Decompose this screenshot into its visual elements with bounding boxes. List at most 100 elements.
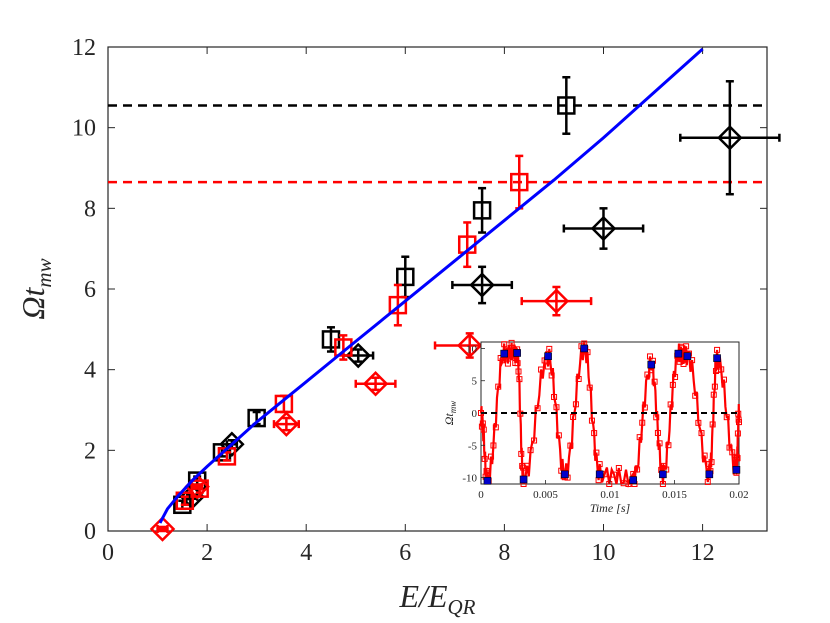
inset-peak-marker [561,470,569,479]
inset-peak-marker [483,476,492,485]
inset-signal-marker [710,391,717,398]
inset-signal-marker [701,452,708,459]
inset-x-tick-label: 0.005 [533,489,558,501]
data-point-square [472,201,492,220]
inset-signal-marker [723,414,730,421]
inset-signal-marker [527,447,534,454]
inset-signal-marker [572,401,579,408]
inset-signal-marker [588,417,595,424]
inset-y-tick-label: -10 [462,473,477,485]
inset-signal-marker [534,405,541,412]
inset-signal-marker [548,372,555,379]
x-tick-label: 12 [691,540,715,566]
inset-signal-marker [683,343,690,350]
inset-x-tick-label: 0.02 [729,489,748,501]
inset-signal-marker [531,437,538,444]
inset-signal-marker [545,363,552,370]
inset-signal-marker [606,481,613,487]
inset-signal-marker [484,470,491,477]
inset-x-tick-label: 0.01 [600,489,619,501]
inset-signal-marker [575,376,582,383]
inset-signal-marker [653,414,660,421]
inset-signal-marker [479,420,486,427]
inset-y-axis-label: Ωtmw [442,401,458,426]
inset-signal-marker [679,345,686,352]
inset-signal-marker [680,360,687,367]
inset-signal-marker [639,419,646,426]
inset-signal-marker [591,430,598,437]
inset-x-tick-label: 0 [478,489,484,501]
inset-signal-marker [490,442,497,449]
data-point-square [396,267,415,287]
inset-y-tick-label: 5 [472,376,478,388]
y-tick-label: 4 [84,358,96,384]
inset-signal-marker [495,383,502,390]
inset-x-axis-label: Time [s] [590,501,631,515]
inset-signal-marker [520,464,527,471]
data-point-diamond [219,431,245,458]
y-tick-label: 2 [84,438,96,464]
inset-signal-marker [665,442,672,449]
inset-peak-marker [500,349,509,358]
inset-signal-marker [481,455,488,462]
inset-signal-marker [500,357,507,364]
y-axis-label-main: Ωt [15,286,51,319]
inset-signal-marker [492,424,499,431]
inset-peak-marker [705,470,714,479]
data-point-diamond [362,371,389,397]
inset-signal-marker [615,465,622,472]
inset-signal-marker [551,393,558,400]
x-tick-label: 10 [591,540,615,566]
y-tick-label: 8 [84,196,96,222]
y-tick-label: 6 [84,277,96,303]
inset-signal-marker [480,426,487,433]
data-point-diamond [456,332,483,359]
x-tick-label: 8 [498,540,510,566]
x-tick-label: 0 [102,540,114,566]
y-axis-label: Ωtmw [15,258,56,319]
inset-peak-marker [519,475,528,484]
inset-signal-marker [711,383,718,390]
inset-signal-marker [501,341,508,348]
data-point-diamond [273,411,300,437]
inset-signal-marker [515,368,522,375]
inset-signal-marker [644,371,651,378]
inset-signal-marker [538,366,545,373]
inset-peak-marker [659,470,667,479]
data-point-square [247,408,266,428]
inset-signal-marker [514,360,521,367]
inset-signal-marker [709,421,716,428]
y-axis-label-sub: mw [32,258,56,287]
data-point-diamond [717,124,743,151]
inset-peak-marker [674,349,683,358]
inset-plot: 0 0.005 0.01 0.015 0.02 -10 -5 0 5 10 Time [s] Ωtmw [442,339,749,515]
inset-signal-marker [570,413,577,420]
inset-signal-marker [698,430,705,437]
data-point-square [175,491,195,510]
inset-y-tick-label: 10 [466,343,478,355]
inset-signal-marker [634,466,641,473]
inset-signal-marker [625,481,632,487]
inset-signal-marker [692,392,699,399]
inset-peak-marker [732,465,741,474]
inset-peak-marker [713,354,721,362]
inset-signal-marker [596,461,603,468]
inset-signal-marker [611,471,618,478]
x-tick-label: 2 [201,540,213,566]
inset-signal-marker [641,404,648,411]
inset-signal-marker [718,366,725,373]
y-tick-label: 12 [72,35,96,61]
inset-signal-marker [553,404,560,411]
inset-signal-marker [695,419,702,426]
inset-y-axis-label-main: Ωt [442,413,456,426]
inset-peak-marker [513,349,521,357]
inset-signal-marker [524,462,531,469]
inset-signal-marker [636,434,643,441]
inset-y-tick-label: -5 [468,440,478,452]
fit-line [158,47,704,524]
inset-signal-marker [729,449,736,456]
inset-signal-marker [593,449,600,456]
inset-peak-marker [544,352,552,361]
inset-peak-marker [683,352,692,361]
